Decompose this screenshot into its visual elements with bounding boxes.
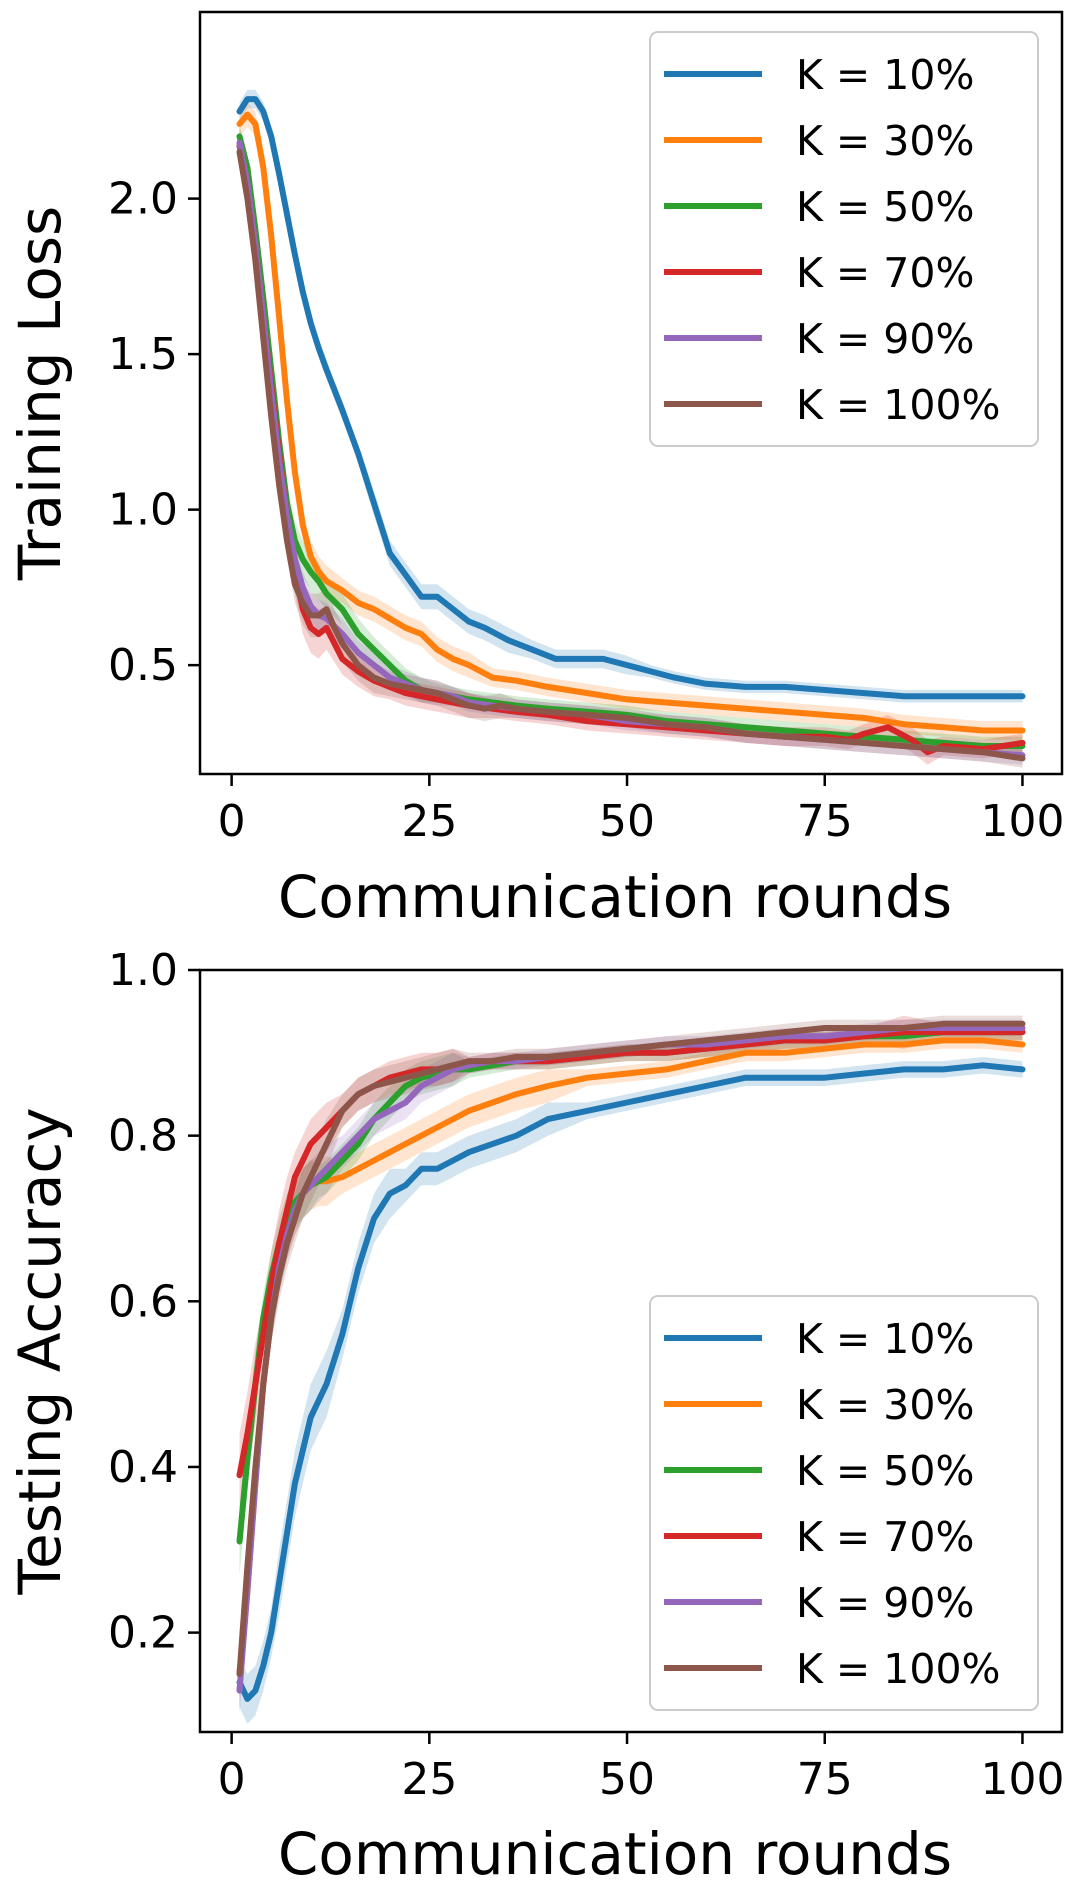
training-loss-y-tick-label: 1.0: [108, 485, 178, 536]
training-loss-y-axis-label: Training Loss: [6, 206, 74, 582]
training-loss-x-tick-label: 0: [218, 796, 246, 847]
testing-accuracy-series-line-k10: [236, 1062, 1026, 1702]
testing-accuracy-plot-frame: [198, 968, 1064, 1734]
testing-accuracy-y-tick-label: 0.8: [108, 1111, 178, 1162]
testing-accuracy-x-tick-label: 100: [980, 1754, 1064, 1805]
training-loss-series-line-k100: [236, 149, 1026, 762]
testing-accuracy-y-tick-label: 0.6: [108, 1276, 178, 1327]
testing-accuracy-legend-entries: K = 10% K = 30% K = 50% K = 70% K = 90% K = 1…: [664, 1315, 1001, 1693]
training-loss-x-tick-label: 25: [401, 796, 457, 847]
testing-accuracy-x-tick-label: 75: [797, 1754, 853, 1805]
testing-accuracy-series-line-k100: [236, 1020, 1026, 1677]
testing-accuracy-chart: 0 25 50 75 100 0.2 0.4 0.6 0.8 1.0 Communication …: [6, 945, 1064, 1888]
testing-accuracy-y-tick-label: 0.2: [108, 1608, 178, 1659]
training-loss-legend-label: K = 70%: [796, 249, 974, 297]
testing-accuracy-legend: K = 10% K = 30% K = 50% K = 70% K = 90% K = 1…: [649, 1295, 1039, 1711]
testing-accuracy-ticks: 0 25 50 75 100 0.2 0.4 0.6 0.8 1.0: [108, 945, 1064, 1805]
training-loss-legend-label: K = 90%: [796, 315, 974, 363]
testing-accuracy-y-tick-label: 0.4: [108, 1442, 178, 1493]
testing-accuracy-x-tick-label: 25: [401, 1754, 457, 1805]
training-loss-lines: [236, 96, 1026, 762]
training-loss-ticks: 0 25 50 75 100 0.5 1.0 1.5 2.0: [108, 174, 1064, 847]
testing-accuracy-legend-label: K = 10%: [796, 1315, 974, 1363]
training-loss-x-tick-label: 75: [797, 796, 853, 847]
training-loss-legend-entries: K = 10% K = 30% K = 50% K = 70% K = 90% K = 1…: [664, 51, 1001, 429]
training-loss-y-tick-label: 0.5: [108, 640, 178, 691]
training-loss-chart: 0 25 50 75 100 0.5 1.0 1.5 2.0 Communication rou…: [6, 10, 1064, 931]
training-loss-y-tick-label: 1.5: [108, 329, 178, 380]
testing-accuracy-legend-label: K = 50%: [796, 1447, 974, 1495]
testing-accuracy-y-tick-label: 1.0: [108, 945, 178, 996]
testing-accuracy-x-tick-label: 50: [599, 1754, 655, 1805]
training-loss-legend-label: K = 30%: [796, 117, 974, 165]
testing-accuracy-lines: [236, 1020, 1026, 1702]
testing-accuracy-legend-label: K = 100%: [796, 1645, 1001, 1693]
training-loss-legend-label: K = 100%: [796, 381, 1001, 429]
testing-accuracy-legend-label: K = 90%: [796, 1579, 974, 1627]
testing-accuracy-y-axis-label: Testing Accuracy: [6, 1107, 74, 1595]
training-loss-legend: K = 10% K = 30% K = 50% K = 70% K = 90% K = 1…: [649, 31, 1039, 447]
training-loss-legend-label: K = 10%: [796, 51, 974, 99]
training-loss-series-line-k30: [236, 111, 1026, 734]
training-loss-legend-box: [649, 31, 1039, 447]
training-loss-legend-label: K = 50%: [796, 183, 974, 231]
testing-accuracy-x-axis-label: Communication rounds: [278, 1820, 952, 1888]
testing-accuracy-legend-label: K = 70%: [796, 1513, 974, 1561]
training-loss-x-tick-label: 100: [980, 796, 1064, 847]
training-loss-y-tick-label: 2.0: [108, 174, 178, 225]
training-loss-x-axis-label: Communication rounds: [278, 863, 952, 931]
training-loss-plot-frame: [198, 10, 1064, 776]
testing-accuracy-legend-label: K = 30%: [796, 1381, 974, 1429]
training-loss-x-tick-label: 50: [599, 796, 655, 847]
training-loss-series-line-k10: [236, 96, 1026, 700]
testing-accuracy-x-tick-label: 0: [218, 1754, 246, 1805]
testing-accuracy-legend-box: [649, 1295, 1039, 1711]
